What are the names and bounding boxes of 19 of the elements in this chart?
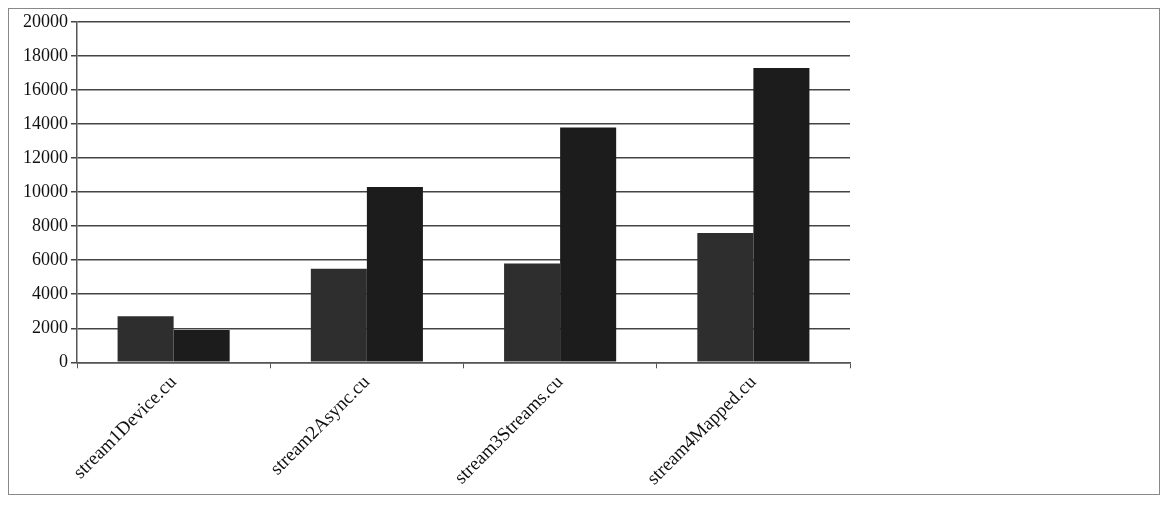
bar	[560, 127, 617, 362]
y-tick-label: 6000	[32, 248, 68, 269]
bar	[753, 67, 810, 362]
y-tick-label: 2000	[32, 316, 68, 337]
y-tick-label: 0	[59, 351, 68, 372]
bar	[504, 263, 561, 362]
y-tick-label: 12000	[23, 146, 68, 167]
bar	[697, 232, 754, 362]
y-tick-label: 8000	[32, 214, 68, 235]
bar	[310, 268, 367, 362]
y-tick-label: 18000	[23, 44, 68, 65]
bar	[366, 187, 423, 362]
y-tick-label: 10000	[23, 180, 68, 201]
y-tick-label: 14000	[23, 112, 68, 133]
y-tick-label: 4000	[32, 282, 68, 303]
bar	[173, 329, 230, 362]
y-tick-label: 20000	[23, 10, 68, 31]
bar	[117, 316, 174, 362]
y-tick-label: 16000	[23, 78, 68, 99]
